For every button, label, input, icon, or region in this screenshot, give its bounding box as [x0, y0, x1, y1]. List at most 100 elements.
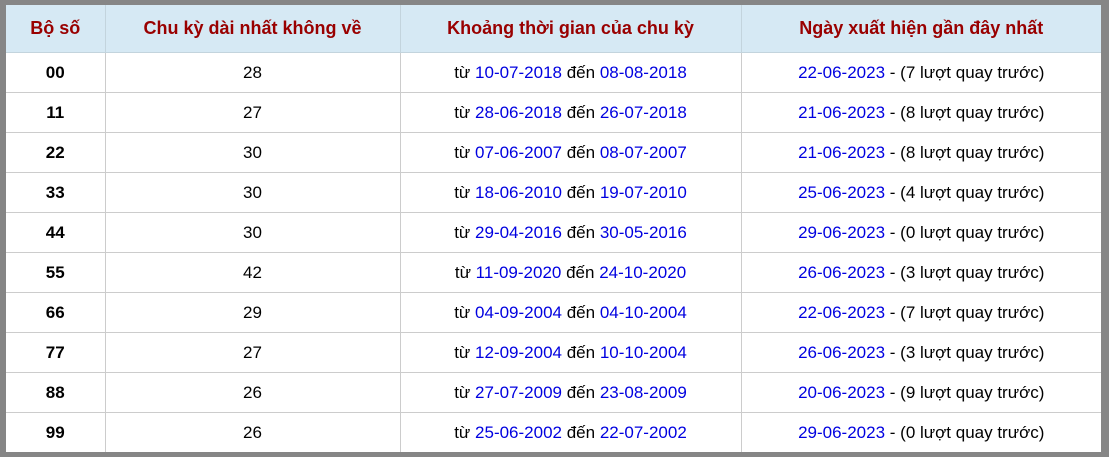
column-header-1: Chu kỳ dài nhất không về [104, 5, 401, 53]
from-label: từ [454, 102, 476, 122]
recent-appearance-cell: 22-06-2023 - (7 lượt quay trước) [740, 52, 1101, 93]
cycle-period-cell: từ 10-07-2018 đến 08-08-2018 [399, 52, 742, 93]
table-header: Bộ số Chu kỳ dài nhất không về Khoảng thời… [6, 5, 1101, 53]
cycle-end-date-link[interactable]: 04-10-2004 [599, 302, 687, 322]
to-label: đến [561, 262, 600, 282]
spins-ago-note: (3 lượt quay trước) [900, 262, 1045, 282]
to-label: đến [562, 302, 600, 322]
pair-number: 33 [6, 172, 106, 213]
recent-date-link[interactable]: 22-06-2023 [798, 302, 886, 322]
table-row: 33 30 từ 18-06-2010 đến 19-07-2010 25-06… [6, 172, 1101, 213]
recent-appearance-cell: 26-06-2023 - (3 lượt quay trước) [740, 332, 1101, 373]
table-row: 88 26 từ 27-07-2009 đến 23-08-2009 20-06… [6, 372, 1101, 413]
cycle-period-cell: từ 12-09-2004 đến 10-10-2004 [399, 332, 742, 373]
cycle-period-cell: từ 07-06-2007 đến 08-07-2007 [399, 132, 742, 173]
cycle-end-date-link[interactable]: 23-08-2009 [599, 382, 687, 402]
to-label: đến [562, 62, 600, 82]
pair-number: 99 [6, 412, 106, 452]
pair-number: 55 [6, 252, 106, 293]
spins-ago-note: (3 lượt quay trước) [900, 342, 1045, 362]
cycle-start-date-link[interactable]: 04-09-2004 [475, 302, 562, 322]
longest-cycle-value: 30 [104, 212, 401, 253]
cycle-end-date-link[interactable]: 10-10-2004 [599, 342, 687, 362]
recent-date-link[interactable]: 26-06-2023 [798, 342, 886, 362]
pair-number: 44 [6, 212, 106, 253]
table-row: 00 28 từ 10-07-2018 đến 08-08-2018 22-06… [6, 52, 1101, 93]
from-label: từ [454, 422, 476, 442]
column-header-3: Ngày xuất hiện gần đây nhất [740, 5, 1101, 53]
longest-cycle-value: 28 [104, 52, 401, 93]
separator-label: - [885, 302, 901, 322]
spins-ago-note: (9 lượt quay trước) [900, 382, 1045, 402]
cycle-end-date-link[interactable]: 30-05-2016 [599, 222, 687, 242]
to-label: đến [562, 342, 600, 362]
separator-label: - [885, 422, 901, 442]
to-label: đến [562, 382, 600, 402]
table-body: 00 28 từ 10-07-2018 đến 08-08-2018 22-06… [6, 52, 1101, 452]
recent-appearance-cell: 22-06-2023 - (7 lượt quay trước) [740, 292, 1101, 333]
table-row: 11 27 từ 28-06-2018 đến 26-07-2018 21-06… [6, 92, 1101, 133]
table-row: 77 27 từ 12-09-2004 đến 10-10-2004 26-06… [6, 332, 1101, 373]
cycle-end-date-link[interactable]: 08-07-2007 [599, 142, 687, 162]
cycle-start-date-link[interactable]: 28-06-2018 [475, 102, 562, 122]
spins-ago-note: (4 lượt quay trước) [900, 182, 1045, 202]
recent-date-link[interactable]: 21-06-2023 [798, 142, 886, 162]
recent-date-link[interactable]: 29-06-2023 [798, 222, 886, 242]
cycle-start-date-link[interactable]: 18-06-2010 [475, 182, 562, 202]
cycle-start-date-link[interactable]: 10-07-2018 [475, 62, 562, 82]
recent-date-link[interactable]: 26-06-2023 [798, 262, 886, 282]
cycle-start-date-link[interactable]: 25-06-2002 [475, 422, 562, 442]
spins-ago-note: (8 lượt quay trước) [900, 102, 1045, 122]
longest-cycle-value: 27 [104, 92, 401, 133]
from-label: từ [454, 222, 476, 242]
cycle-end-date-link[interactable]: 19-07-2010 [599, 182, 687, 202]
recent-date-link[interactable]: 22-06-2023 [798, 62, 886, 82]
recent-appearance-cell: 29-06-2023 - (0 lượt quay trước) [740, 412, 1101, 452]
separator-label: - [885, 102, 901, 122]
recent-date-link[interactable]: 21-06-2023 [798, 102, 886, 122]
cycle-start-date-link[interactable]: 07-06-2007 [475, 142, 562, 162]
from-label: từ [454, 302, 476, 322]
longest-cycle-value: 30 [104, 132, 401, 173]
cycle-end-date-link[interactable]: 08-08-2018 [599, 62, 687, 82]
spins-ago-note: (8 lượt quay trước) [900, 142, 1045, 162]
cycle-end-date-link[interactable]: 22-07-2002 [599, 422, 687, 442]
spins-ago-note: (0 lượt quay trước) [900, 422, 1045, 442]
cycle-start-date-link[interactable]: 29-04-2016 [475, 222, 562, 242]
separator-label: - [885, 62, 901, 82]
pair-number: 11 [6, 92, 106, 133]
cycle-end-date-link[interactable]: 24-10-2020 [599, 262, 687, 282]
pair-number: 00 [6, 52, 106, 93]
recent-appearance-cell: 25-06-2023 - (4 lượt quay trước) [740, 172, 1101, 213]
table-row: 22 30 từ 07-06-2007 đến 08-07-2007 21-06… [6, 132, 1101, 173]
longest-cycle-value: 30 [104, 172, 401, 213]
longest-cycle-value: 26 [104, 412, 401, 452]
recent-date-link[interactable]: 29-06-2023 [798, 422, 886, 442]
cycle-start-date-link[interactable]: 27-07-2009 [475, 382, 562, 402]
cycle-period-cell: từ 25-06-2002 đến 22-07-2002 [399, 412, 742, 452]
spins-ago-note: (7 lượt quay trước) [900, 62, 1045, 82]
separator-label: - [885, 142, 901, 162]
cycle-start-date-link[interactable]: 11-09-2020 [475, 262, 562, 282]
separator-label: - [885, 222, 901, 242]
pair-number: 22 [6, 132, 106, 173]
to-label: đến [562, 422, 600, 442]
table-row: 99 26 từ 25-06-2002 đến 22-07-2002 29-06… [6, 412, 1101, 452]
recent-appearance-cell: 20-06-2023 - (9 lượt quay trước) [740, 372, 1101, 413]
cycle-end-date-link[interactable]: 26-07-2018 [599, 102, 687, 122]
spins-ago-note: (0 lượt quay trước) [900, 222, 1045, 242]
from-label: từ [454, 182, 476, 202]
column-header-0: Bộ số [6, 5, 106, 53]
table-row: 44 30 từ 29-04-2016 đến 30-05-2016 29-06… [6, 212, 1101, 253]
to-label: đến [562, 142, 600, 162]
recent-appearance-cell: 21-06-2023 - (8 lượt quay trước) [740, 92, 1101, 133]
pair-number: 66 [6, 292, 106, 333]
table-row: 55 42 từ 11-09-2020 đến 24-10-2020 26-06… [6, 252, 1101, 293]
cycle-start-date-link[interactable]: 12-09-2004 [475, 342, 562, 362]
cycle-period-cell: từ 11-09-2020 đến 24-10-2020 [399, 252, 742, 293]
recent-date-link[interactable]: 25-06-2023 [798, 182, 886, 202]
to-label: đến [562, 222, 600, 242]
cycle-period-cell: từ 28-06-2018 đến 26-07-2018 [399, 92, 742, 133]
recent-date-link[interactable]: 20-06-2023 [798, 382, 886, 402]
